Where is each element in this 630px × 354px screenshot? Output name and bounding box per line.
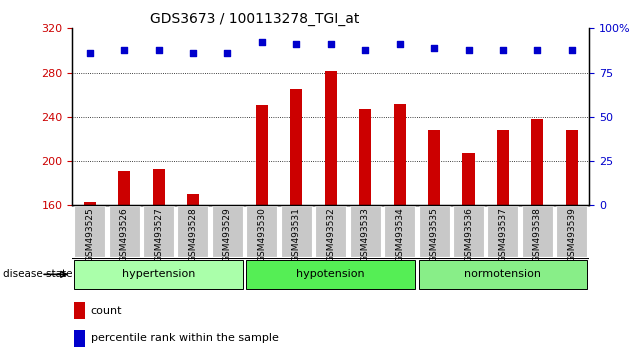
Text: count: count [91,306,122,316]
FancyBboxPatch shape [350,206,381,257]
Bar [462,153,474,205]
Text: GSM493537: GSM493537 [498,207,507,262]
Point [394,41,404,47]
Bar [187,194,199,205]
Bar [324,72,337,205]
Text: disease state: disease state [3,269,72,279]
FancyBboxPatch shape [108,206,140,257]
Text: GDS3673 / 100113278_TGI_at: GDS3673 / 100113278_TGI_at [150,12,359,26]
FancyBboxPatch shape [74,206,105,257]
FancyBboxPatch shape [246,206,277,257]
FancyBboxPatch shape [212,206,243,257]
Bar [74,302,86,319]
Bar [84,202,96,205]
Bar [428,130,440,205]
Text: GSM493530: GSM493530 [258,207,266,262]
Bar [497,130,509,205]
FancyBboxPatch shape [556,206,587,257]
Bar [152,169,164,205]
Point [119,47,129,52]
Bar [74,330,86,347]
Text: GSM493538: GSM493538 [533,207,542,262]
Text: GSM493532: GSM493532 [326,207,335,262]
Point [326,41,336,47]
Text: GSM493529: GSM493529 [223,207,232,262]
Bar [118,171,130,205]
Bar [290,89,302,205]
Point [291,41,301,47]
FancyBboxPatch shape [315,206,346,257]
Text: GSM493527: GSM493527 [154,207,163,262]
Text: normotension: normotension [464,269,541,279]
FancyBboxPatch shape [453,206,484,257]
Point [257,40,267,45]
Point [532,47,542,52]
FancyBboxPatch shape [178,206,209,257]
Text: percentile rank within the sample: percentile rank within the sample [91,333,278,343]
Text: hypotension: hypotension [297,269,365,279]
Point [567,47,577,52]
Text: GSM493535: GSM493535 [430,207,438,262]
Bar [359,109,371,205]
Point [498,47,508,52]
Text: GSM493533: GSM493533 [361,207,370,262]
FancyBboxPatch shape [384,206,415,257]
Point [84,50,94,56]
Text: GSM493534: GSM493534 [395,207,404,262]
Point [360,47,370,52]
FancyBboxPatch shape [418,260,587,289]
FancyBboxPatch shape [488,206,518,257]
Point [464,47,474,52]
Text: GSM493525: GSM493525 [85,207,94,262]
Point [429,45,439,51]
Bar [256,105,268,205]
Bar [566,130,578,205]
Text: hypertension: hypertension [122,269,195,279]
FancyBboxPatch shape [418,206,450,257]
Text: GSM493531: GSM493531 [292,207,301,262]
Text: GSM493539: GSM493539 [568,207,576,262]
FancyBboxPatch shape [522,206,553,257]
FancyBboxPatch shape [246,260,415,289]
Bar [394,104,406,205]
Point [154,47,164,52]
FancyBboxPatch shape [74,260,243,289]
FancyBboxPatch shape [281,206,312,257]
FancyBboxPatch shape [143,206,174,257]
Text: GSM493526: GSM493526 [120,207,129,262]
Text: GSM493528: GSM493528 [188,207,197,262]
Text: GSM493536: GSM493536 [464,207,473,262]
Bar [531,119,544,205]
Point [222,50,232,56]
Point [188,50,198,56]
